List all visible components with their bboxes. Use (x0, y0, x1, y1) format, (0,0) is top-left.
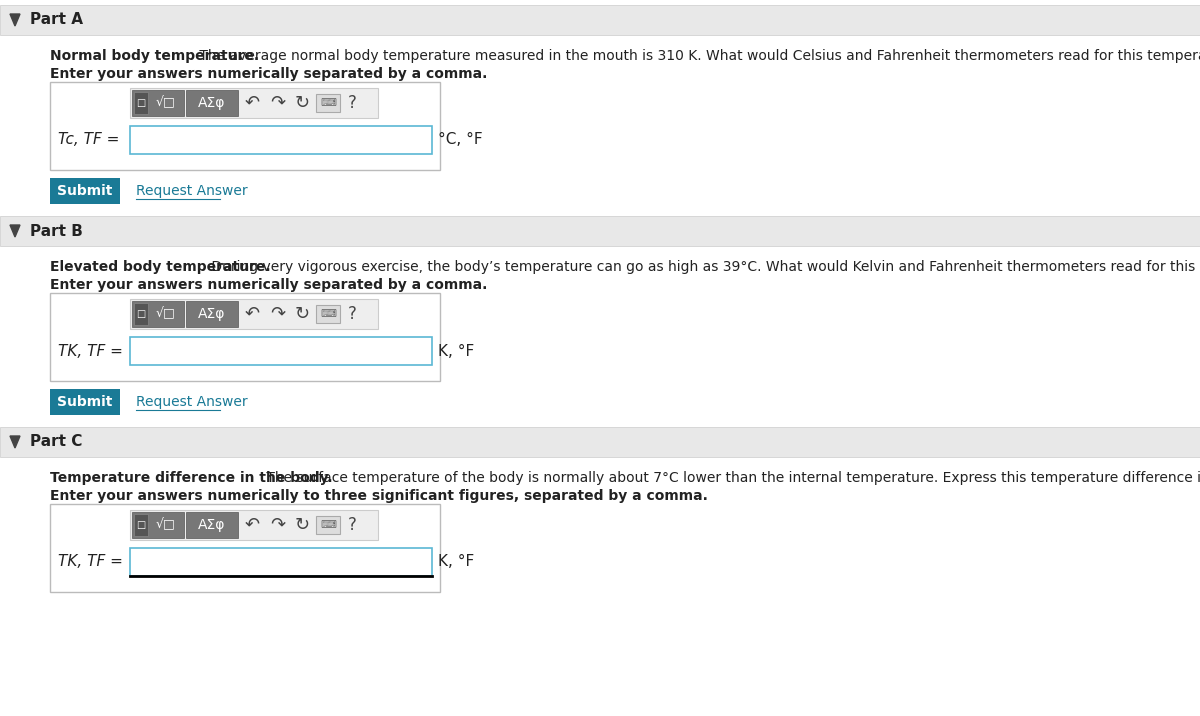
Text: TK, TF =: TK, TF = (58, 344, 122, 359)
Text: Normal body temperature.: Normal body temperature. (50, 49, 259, 63)
Bar (316, 94, 340, 112)
Bar (50, 178, 120, 204)
Text: ↷: ↷ (270, 516, 286, 534)
Bar (134, 92, 148, 114)
Text: ⌨: ⌨ (320, 309, 336, 319)
Text: ⌨: ⌨ (320, 98, 336, 108)
Text: √□: √□ (155, 307, 175, 321)
Bar (186, 301, 238, 327)
Bar (130, 88, 378, 118)
Text: ↻: ↻ (294, 94, 310, 112)
Polygon shape (10, 436, 20, 448)
Text: Enter your answers numerically separated by a comma.: Enter your answers numerically separated… (50, 67, 487, 81)
Text: Submit: Submit (58, 184, 113, 198)
Bar (130, 299, 378, 329)
Text: Tc, TF =: Tc, TF = (58, 132, 119, 147)
Text: °C, °F: °C, °F (438, 132, 482, 147)
Text: K, °F: K, °F (438, 344, 474, 359)
Bar (132, 90, 184, 116)
Bar (130, 510, 378, 540)
Text: AΣφ: AΣφ (198, 96, 226, 110)
Text: K, °F: K, °F (438, 554, 474, 569)
Text: √□: √□ (155, 97, 175, 110)
Text: ↶: ↶ (245, 94, 259, 112)
Text: ⌨: ⌨ (320, 520, 336, 530)
Bar (130, 337, 432, 365)
Bar (50, 293, 440, 381)
Text: Submit: Submit (58, 395, 113, 409)
Text: ↻: ↻ (294, 516, 310, 534)
Text: Temperature difference in the body.: Temperature difference in the body. (50, 471, 332, 485)
Text: Enter your answers numerically separated by a comma.: Enter your answers numerically separated… (50, 278, 487, 292)
Text: Request Answer: Request Answer (136, 184, 247, 198)
Bar (132, 301, 184, 327)
Bar (0, 427, 1200, 457)
Bar (130, 126, 432, 154)
Text: Part B: Part B (30, 223, 83, 238)
Text: ↻: ↻ (294, 305, 310, 323)
Text: □: □ (137, 98, 145, 108)
Text: Enter your answers numerically to three significant figures, separated by a comm: Enter your answers numerically to three … (50, 489, 708, 503)
Bar (0, 5, 1200, 35)
Text: ↶: ↶ (245, 516, 259, 534)
Text: Elevated body temperature.: Elevated body temperature. (50, 260, 271, 274)
Text: ↶: ↶ (245, 305, 259, 323)
Bar (316, 516, 340, 534)
Text: AΣφ: AΣφ (198, 518, 226, 532)
Bar (132, 512, 184, 538)
Bar (0, 216, 1200, 246)
Bar (186, 512, 238, 538)
Text: □: □ (137, 309, 145, 319)
Bar (134, 514, 148, 536)
Text: Part A: Part A (30, 12, 83, 27)
Polygon shape (10, 225, 20, 237)
Text: □: □ (137, 520, 145, 530)
Text: The average normal body temperature measured in the mouth is 310 K. What would C: The average normal body temperature meas… (196, 49, 1200, 63)
Text: Request Answer: Request Answer (136, 395, 247, 409)
Text: Part C: Part C (30, 435, 83, 450)
Bar (186, 90, 238, 116)
Text: √□: √□ (155, 518, 175, 531)
Text: The surface temperature of the body is normally about 7°C lower than the interna: The surface temperature of the body is n… (262, 471, 1200, 485)
Bar (50, 389, 120, 415)
Text: ?: ? (348, 516, 356, 534)
Bar (316, 305, 340, 323)
Text: ↷: ↷ (270, 94, 286, 112)
Text: ?: ? (348, 94, 356, 112)
Text: ?: ? (348, 305, 356, 323)
Bar (50, 82, 440, 170)
Text: AΣφ: AΣφ (198, 307, 226, 321)
Text: ↷: ↷ (270, 305, 286, 323)
Text: TK, TF =: TK, TF = (58, 554, 122, 569)
Bar (130, 548, 432, 576)
Bar (134, 303, 148, 325)
Text: During very vigorous exercise, the body’s temperature can go as high as 39°C. Wh: During very vigorous exercise, the body’… (208, 260, 1200, 274)
Bar (50, 504, 440, 592)
Polygon shape (10, 14, 20, 26)
